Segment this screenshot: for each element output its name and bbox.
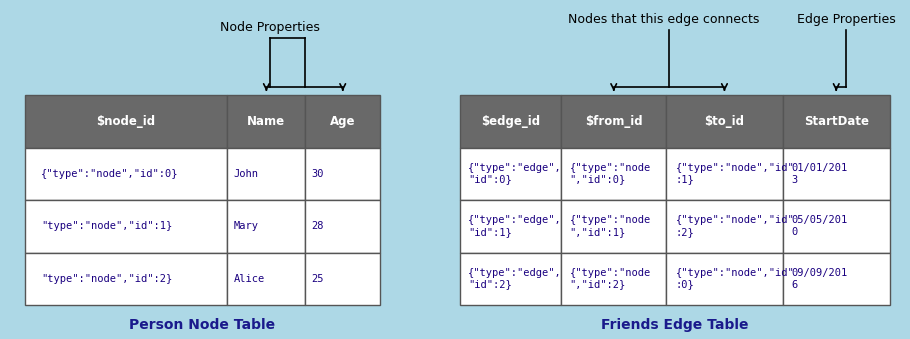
Bar xyxy=(561,253,666,305)
Text: $from_id: $from_id xyxy=(585,115,642,128)
Bar xyxy=(561,200,666,253)
Text: Person Node Table: Person Node Table xyxy=(129,318,276,332)
Bar xyxy=(561,147,666,200)
Bar xyxy=(783,200,890,253)
Text: Alice: Alice xyxy=(234,274,265,284)
Text: StartDate: StartDate xyxy=(804,115,869,128)
Text: {"type":"node
","id":2}: {"type":"node ","id":2} xyxy=(570,268,651,290)
Text: {"type":"edge",
"id":2}: {"type":"edge", "id":2} xyxy=(468,268,561,290)
Text: 25: 25 xyxy=(311,274,324,284)
Text: {"type":"node
","id":0}: {"type":"node ","id":0} xyxy=(570,163,651,184)
Bar xyxy=(460,95,561,147)
Bar xyxy=(25,147,228,200)
Text: {"type":"node","id"
:2}: {"type":"node","id" :2} xyxy=(676,216,794,237)
Text: Friends Edge Table: Friends Edge Table xyxy=(602,318,749,332)
Text: 28: 28 xyxy=(311,221,324,231)
Text: Mary: Mary xyxy=(234,221,258,231)
Bar xyxy=(460,147,561,200)
Bar xyxy=(25,253,228,305)
Bar xyxy=(306,200,380,253)
Text: {"type":"edge",
"id":0}: {"type":"edge", "id":0} xyxy=(468,163,561,184)
Text: Edge Properties: Edge Properties xyxy=(797,14,895,26)
Bar xyxy=(228,253,306,305)
Text: {"type":"node","id"
:1}: {"type":"node","id" :1} xyxy=(676,163,794,184)
Bar xyxy=(460,200,561,253)
Text: "type":"node","id":1}: "type":"node","id":1} xyxy=(41,221,172,231)
Text: Age: Age xyxy=(330,115,356,128)
Text: $node_id: $node_id xyxy=(96,115,156,128)
Bar xyxy=(25,200,228,253)
Text: $to_id: $to_id xyxy=(704,115,744,128)
Bar xyxy=(306,147,380,200)
Text: "type":"node","id":2}: "type":"node","id":2} xyxy=(41,274,172,284)
Text: {"type":"node
","id":1}: {"type":"node ","id":1} xyxy=(570,216,651,237)
Text: {"type":"node","id"
:0}: {"type":"node","id" :0} xyxy=(676,268,794,290)
Text: $edge_id: $edge_id xyxy=(481,115,541,128)
Text: 30: 30 xyxy=(311,169,324,179)
Bar xyxy=(783,147,890,200)
Bar xyxy=(666,95,783,147)
Bar xyxy=(228,200,306,253)
Text: 09/09/201
6: 09/09/201 6 xyxy=(791,268,847,290)
Bar xyxy=(666,147,783,200)
Text: 05/05/201
0: 05/05/201 0 xyxy=(791,216,847,237)
Bar xyxy=(666,200,783,253)
Text: {"type":"edge",
"id":1}: {"type":"edge", "id":1} xyxy=(468,216,561,237)
Bar xyxy=(306,253,380,305)
Text: {"type":"node","id":0}: {"type":"node","id":0} xyxy=(41,169,178,179)
Text: Node Properties: Node Properties xyxy=(220,21,320,35)
Bar xyxy=(228,95,306,147)
Bar xyxy=(460,253,561,305)
Bar xyxy=(306,95,380,147)
Text: Nodes that this edge connects: Nodes that this edge connects xyxy=(569,14,760,26)
Text: 01/01/201
3: 01/01/201 3 xyxy=(791,163,847,184)
Bar xyxy=(228,147,306,200)
Bar xyxy=(783,253,890,305)
Text: Name: Name xyxy=(248,115,286,128)
Bar xyxy=(666,253,783,305)
Text: John: John xyxy=(234,169,258,179)
Bar xyxy=(25,95,228,147)
Bar xyxy=(783,95,890,147)
Bar xyxy=(561,95,666,147)
